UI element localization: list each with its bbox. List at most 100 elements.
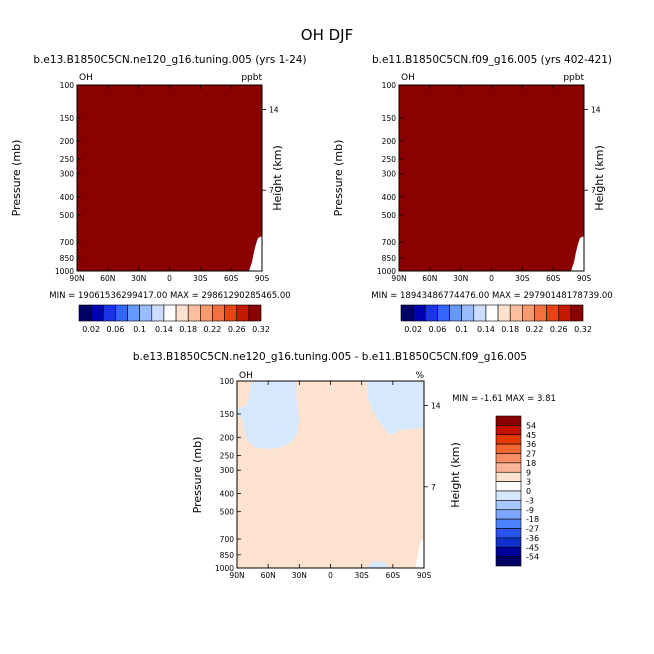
panel-3-variable-label: OH [239,371,253,381]
y-tick-label: 500 [220,508,235,517]
colorbar-swatch [412,304,426,322]
colorbar-swatch [236,304,250,322]
colorbar-label: 0.14 [477,325,495,334]
colorbar-swatch [449,304,462,322]
colorbar-label: 36 [526,440,536,449]
panel-3-axes: 90N 60N 30N 0 30S 60S 90S 100 150 200 250 300 400 500… [215,377,441,580]
y-tick-label: 250 [382,155,397,164]
colorbar-label: 0.1 [455,325,468,334]
y-tick-label: 1000 [55,267,74,276]
colorbar-label: 0.06 [106,325,124,334]
panel-2-field [399,85,584,271]
x-tick-label: 30S [515,274,530,283]
right-tick-label: 7 [269,186,274,195]
panel-3: b.e13.B1850C5CN.ne120_g16.tuning.005 - b… [133,351,556,569]
colorbar-label: -18 [526,515,539,524]
x-tick-label: 60S [224,274,239,283]
colorbar-swatch [187,304,201,322]
y-tick-label: 300 [60,170,75,179]
colorbar-label: 0.14 [155,325,173,334]
colorbar-label: -36 [526,534,539,543]
panel-2-ylabel: Pressure (mb) [332,140,345,217]
x-tick-label: 30S [355,571,370,580]
colorbar-swatch [495,453,522,464]
axis-ticks: 90N 60N 30N 0 30S 60S 90S100150200250300400500… [55,81,601,580]
x-tick-label: 30S [193,274,208,283]
colorbar-swatch [485,304,499,322]
right-tick-label: 14 [431,402,441,411]
x-tick-label: 60S [546,274,561,283]
panel-2-title: b.e11.B1850C5CN.f09_g16.005 (yrs 402-421… [372,54,612,66]
colorbar-label: 0.22 [204,325,222,334]
colorbar-label: 45 [526,431,536,440]
panel-2-stats: MIN = 18943486774476.00 MAX = 2979014817… [371,291,612,301]
y-tick-label: 700 [220,535,235,544]
colorbar-swatch [522,304,535,322]
colorbar-swatch [400,304,414,322]
panel-1-field [77,85,262,271]
y-tick-label: 1000 [215,564,234,573]
colorbar-swatch [473,304,487,322]
colorbar-swatch [495,425,522,436]
colorbar-swatch [495,509,522,520]
x-tick-label: 0 [489,274,494,283]
colorbar-label: 0.1 [133,325,146,334]
right-tick-label: 7 [591,186,596,195]
y-tick-label: 850 [60,254,75,263]
colorbar-swatch [495,528,522,539]
colorbar-label: 0.32 [574,325,592,334]
colorbar-swatch [90,304,104,322]
panel-1-right-ylabel: Height (km) [271,145,284,211]
colorbar-swatch [509,304,523,322]
panel-2-colorbar: 0.02 0.06 0.1 0.14 0.18 0.22 0.26 0.32 [400,304,592,334]
y-tick-label: 700 [382,238,397,247]
x-tick-label: 90N [69,274,84,283]
panel-1: b.e13.B1850C5CN.ne120_g16.tuning.005 (yr… [10,54,307,301]
colorbar-swatch [495,537,522,548]
right-tick-label: 14 [591,105,601,114]
colorbar-label: 0.22 [526,325,544,334]
panel-2-right-ylabel: Height (km) [593,145,606,211]
x-tick-label: 30N [453,274,468,283]
panel-3-negative-region-north [237,381,299,449]
colorbar-swatch [163,304,177,322]
colorbar-swatch [139,304,153,322]
y-tick-label: 250 [60,155,75,164]
colorbar-swatch [212,304,225,322]
y-tick-label: 200 [220,433,235,442]
colorbar-label: 0.26 [228,325,246,334]
colorbar-swatch [102,304,116,322]
colorbar-label: -54 [526,553,539,562]
panel-1-terrain-mask [249,236,262,271]
colorbar-label: 9 [526,468,531,477]
colorbar-swatch [151,304,165,322]
colorbar-swatch [570,304,584,322]
panel-2-terrain-mask [571,236,584,271]
panel-1-units: ppbt [241,73,262,83]
colorbar-swatch [495,518,522,529]
colorbar-swatch [437,304,450,322]
y-tick-label: 150 [382,114,397,123]
y-tick-label: 200 [382,137,397,146]
colorbar-swatch [534,304,547,322]
colorbar-swatch [461,304,475,322]
x-tick-label: 60N [100,274,115,283]
colorbar-swatch [200,304,213,322]
y-tick-label: 100 [382,81,397,90]
y-tick-label: 700 [60,238,75,247]
colorbar-swatch [495,490,522,501]
colorbar-label: 3 [526,478,531,487]
colorbar-label: 0.18 [501,325,519,334]
panel-1-axes: 90N 60N 30N 0 30S 60S 90S 100 150 200 250 300 400 500… [55,81,279,283]
colorbar-label: -9 [526,506,534,515]
y-tick-label: 1000 [377,267,396,276]
y-tick-label: 400 [382,193,397,202]
right-tick-label: 14 [269,105,279,114]
x-tick-label: 90N [391,274,406,283]
colorbar-label: -3 [526,496,534,505]
panel-3-negative-region-south [367,381,424,436]
panel-2: b.e11.B1850C5CN.f09_g16.005 (yrs 402-421… [332,54,613,301]
x-tick-label: 30N [292,571,307,580]
panel-1-stats: MIN = 19061536299417.00 MAX = 2986129028… [49,291,290,301]
